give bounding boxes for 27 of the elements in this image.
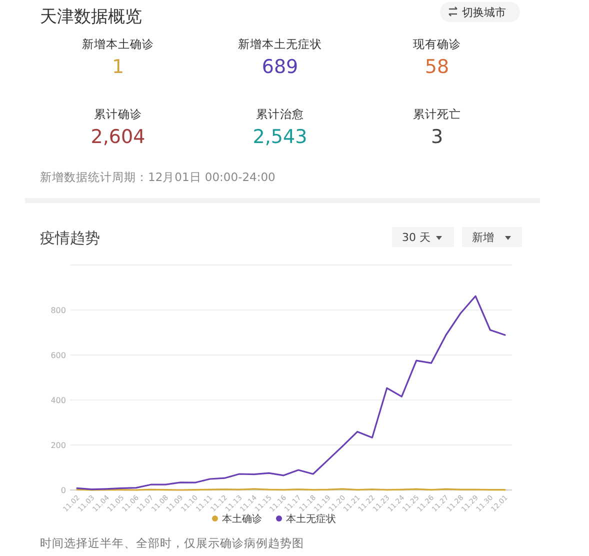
legend-label: 本土确诊: [222, 513, 262, 525]
y-tick-label: 200: [50, 441, 66, 450]
text: 新增: [472, 231, 494, 244]
chart-title: 疫情趋势: [40, 229, 100, 247]
category-label: 累计死亡: [413, 107, 461, 121]
text: 2,543: [252, 126, 308, 148]
category-label: 累计治愈: [256, 107, 304, 121]
line-series: [76, 295, 506, 490]
category-label: 新增本土无症状: [238, 37, 322, 51]
text: 58: [424, 56, 450, 78]
y-tick-label: 0: [60, 486, 66, 495]
y-tick-label: 400: [50, 396, 66, 405]
legend-label: 本土无症状: [286, 513, 336, 525]
category-label: 累计确诊: [94, 107, 142, 121]
category-label: 新增本土确诊: [82, 37, 154, 51]
text: 689: [262, 56, 298, 78]
y-tick-label: 800: [50, 306, 66, 315]
y-tick-label: 600: [50, 351, 66, 360]
text: 切换城市: [462, 6, 506, 19]
category-label: 现有确诊: [413, 37, 461, 51]
text: 新增数据统计周期：12月01日 00:00-24:00: [40, 170, 276, 184]
text: 2,604: [90, 126, 146, 148]
text: 30 天: [402, 231, 430, 244]
text: 1: [112, 56, 124, 78]
text: 时间选择近半年、全部时，仅展示确诊病例趋势图: [40, 536, 304, 550]
text: 天津数据概览: [40, 7, 142, 27]
text: 3: [430, 126, 444, 148]
